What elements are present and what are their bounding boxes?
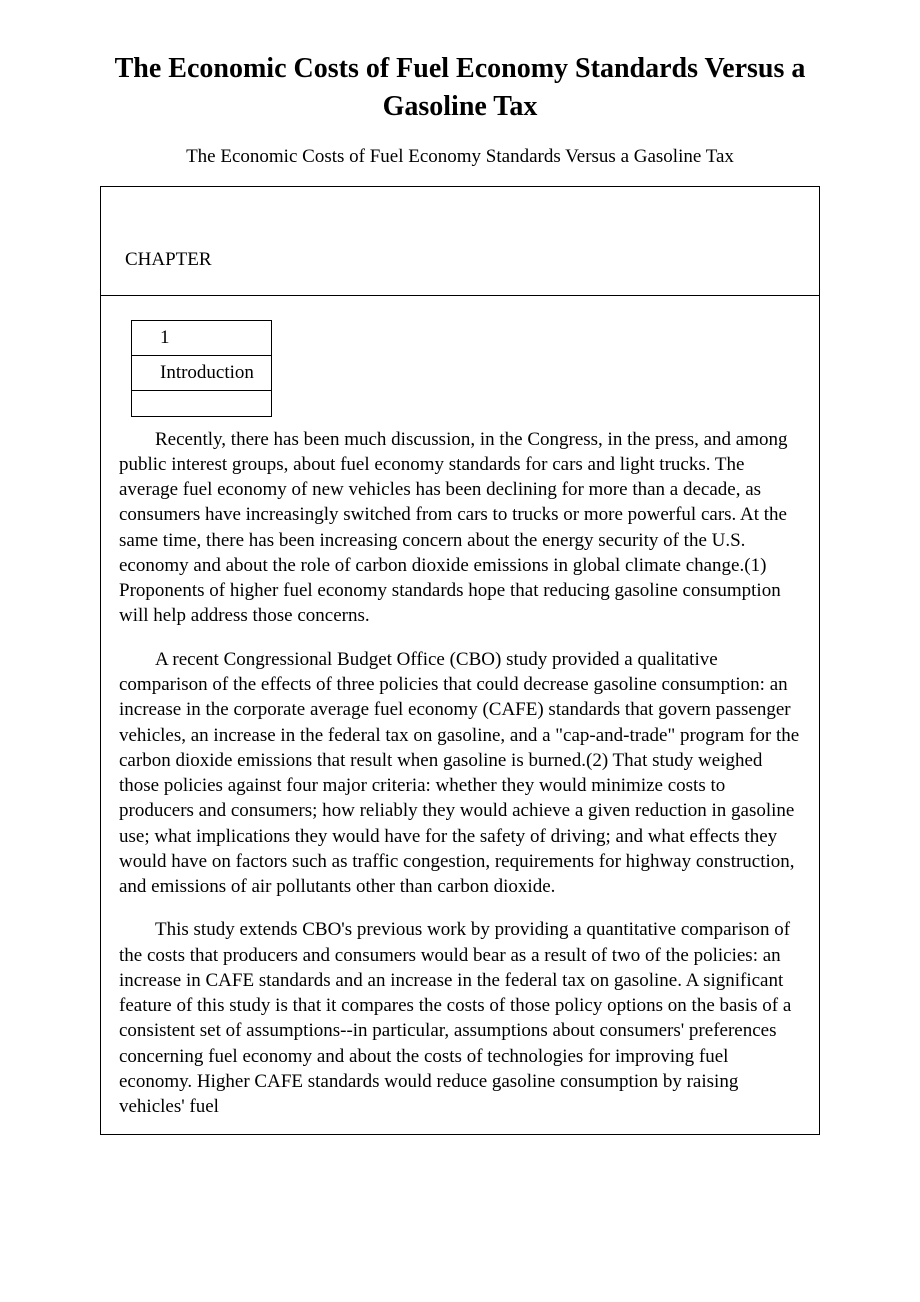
- paragraph-2: A recent Congressional Budget Office (CB…: [119, 647, 801, 900]
- chapter-number-cell: 1: [132, 320, 272, 355]
- chapter-intro-table: 1 Introduction: [131, 320, 272, 417]
- paragraph-1: Recently, there has been much discussion…: [119, 427, 801, 629]
- page-title: The Economic Costs of Fuel Economy Stand…: [0, 0, 920, 146]
- content-layer: The Economic Costs of Fuel Economy Stand…: [0, 0, 920, 1135]
- paragraph-3: This study extends CBO's previous work b…: [119, 917, 801, 1119]
- chapter-title-cell: Introduction: [132, 355, 272, 390]
- page-subtitle: The Economic Costs of Fuel Economy Stand…: [0, 146, 920, 186]
- chapter-empty-cell: [132, 390, 272, 416]
- chapter-label-cell: CHAPTER: [101, 201, 819, 296]
- main-content-box: CHAPTER 1 Introduction Recently, there h…: [100, 186, 820, 1135]
